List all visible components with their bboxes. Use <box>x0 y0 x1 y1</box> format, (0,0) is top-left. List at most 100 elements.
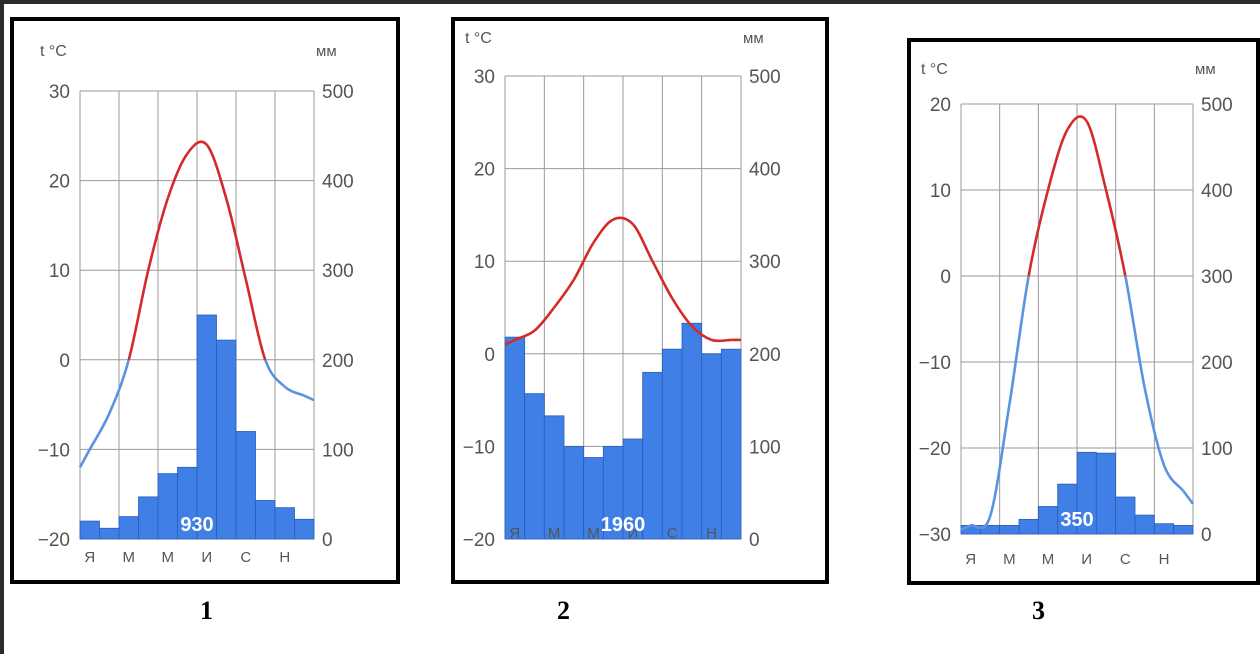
month-label: М <box>1003 551 1016 568</box>
month-label: И <box>1081 551 1092 568</box>
precip-tick-label: 200 <box>749 345 781 366</box>
month-label: М <box>587 525 600 542</box>
precip-bar-1 <box>504 336 526 540</box>
month-label: И <box>201 549 212 566</box>
precip-bar-2 <box>99 527 120 540</box>
precip-bar-8 <box>1095 452 1117 535</box>
precip-tick-label: 200 <box>322 351 354 372</box>
precip-bar-9 <box>1115 496 1136 535</box>
temperature-curve-segment <box>88 413 111 451</box>
temp-tick-label: 30 <box>49 82 70 103</box>
month-label: М <box>1042 551 1055 568</box>
precip-bar-4 <box>563 445 585 540</box>
precip-tick-label: 100 <box>322 440 354 461</box>
month-label: С <box>667 525 678 542</box>
month-label: С <box>1120 551 1131 568</box>
temp-tick-label: −20 <box>38 530 70 551</box>
annual-precip-total: 350 <box>1060 509 1093 531</box>
temperature-curve-segment <box>225 198 248 280</box>
precip-unit-label: мм <box>743 30 764 47</box>
precip-bar-8 <box>216 339 237 540</box>
precip-bar-5 <box>157 473 178 540</box>
temp-tick-label: −10 <box>38 440 70 461</box>
temp-unit-label: t °C <box>465 30 492 47</box>
temperature-curve-segment <box>1066 115 1088 131</box>
temp-tick-label: −30 <box>919 525 951 546</box>
temperature-curve-segment <box>651 260 674 299</box>
temp-tick-label: 0 <box>940 267 951 288</box>
temperature-curve-segment <box>711 338 732 343</box>
month-label: Н <box>1159 551 1170 568</box>
temperature-curve-segment <box>1027 189 1050 277</box>
temp-tick-label: 0 <box>484 345 495 366</box>
precip-tick-label: 500 <box>1201 95 1233 116</box>
temp-tick-label: 20 <box>930 95 951 116</box>
temperature-curve-segment <box>1143 387 1166 466</box>
temperature-curve-segment <box>970 516 992 530</box>
temperature-curve-segment <box>1104 189 1127 277</box>
precip-tick-label: 300 <box>749 252 781 273</box>
temperature-curve-segment <box>631 223 654 262</box>
page-border-top <box>0 0 1260 4</box>
temperature-curve-segment <box>1162 464 1185 492</box>
temperature-curve-segment <box>186 140 208 155</box>
temperature-curve-segment <box>572 241 595 281</box>
precip-tick-label: 0 <box>749 530 760 551</box>
temperature-curve-segment <box>1008 275 1030 406</box>
precip-bar-2 <box>524 393 545 540</box>
precip-tick-label: 0 <box>1201 525 1212 546</box>
precip-tick-label: 300 <box>322 261 354 282</box>
temperature-curve-segment <box>1124 275 1146 389</box>
month-label: М <box>548 525 561 542</box>
chart-caption-1: 1 <box>200 596 213 625</box>
precip-tick-label: 200 <box>1201 353 1233 374</box>
temperature-curve-segment <box>108 359 131 415</box>
precip-bar-10 <box>1134 514 1155 535</box>
precip-tick-label: 400 <box>749 160 781 181</box>
month-label: М <box>123 549 136 566</box>
temp-tick-label: 20 <box>474 160 495 181</box>
temperature-curve-segment <box>553 279 575 309</box>
precip-bar-4 <box>138 496 159 540</box>
precip-tick-label: 300 <box>1201 267 1233 288</box>
precip-bar-11 <box>1153 523 1175 535</box>
temp-tick-label: 10 <box>49 261 70 282</box>
temperature-curve-segment <box>533 306 556 332</box>
precip-bar-9 <box>661 348 683 540</box>
temp-unit-label: t °C <box>40 43 67 60</box>
precip-tick-label: 100 <box>749 437 781 458</box>
precip-tick-label: 400 <box>1201 181 1233 202</box>
month-label: Я <box>84 549 95 566</box>
temp-tick-label: 30 <box>474 67 495 88</box>
precip-bar-9 <box>235 431 256 540</box>
temperature-curve-segment <box>988 404 1011 518</box>
precip-bar-12 <box>720 348 742 540</box>
annual-precip-total: 930 <box>180 514 213 536</box>
temp-tick-label: 0 <box>59 351 70 372</box>
temp-tick-label: 20 <box>49 172 70 193</box>
annual-precip-total: 1960 <box>601 514 646 536</box>
precip-unit-label: мм <box>316 43 337 60</box>
temp-tick-label: −10 <box>463 437 495 458</box>
month-label: И <box>627 525 638 542</box>
precip-bar-10 <box>681 322 703 540</box>
temperature-curve-segment <box>283 385 305 397</box>
temp-tick-label: 10 <box>474 252 495 273</box>
precip-bar-3 <box>543 415 565 540</box>
chart-caption-3: 3 <box>1032 596 1045 625</box>
precip-tick-label: 400 <box>322 172 354 193</box>
month-label: Н <box>706 525 717 542</box>
precip-bar-10 <box>255 500 276 540</box>
temperature-curve-segment <box>244 278 267 361</box>
precip-bar-11 <box>274 507 295 540</box>
precip-bar-3 <box>999 524 1020 535</box>
temperature-curve-segment <box>264 359 286 388</box>
temp-tick-label: −20 <box>463 530 495 551</box>
precip-bar-3 <box>118 516 139 540</box>
temperature-curve-segment <box>690 325 712 342</box>
precip-bar-12 <box>294 518 315 540</box>
temperature-curve-segment <box>1182 490 1195 505</box>
